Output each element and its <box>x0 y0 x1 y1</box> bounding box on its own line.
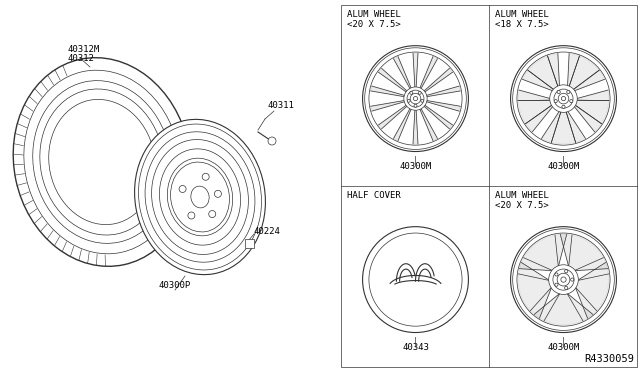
Circle shape <box>407 90 424 107</box>
Polygon shape <box>425 86 460 97</box>
Circle shape <box>553 269 574 290</box>
Polygon shape <box>413 108 418 144</box>
Ellipse shape <box>191 186 209 208</box>
Circle shape <box>561 96 566 101</box>
Text: 40312M: 40312M <box>68 45 100 54</box>
Polygon shape <box>425 100 460 111</box>
Circle shape <box>562 105 565 108</box>
Circle shape <box>550 85 577 112</box>
Circle shape <box>557 273 570 286</box>
Polygon shape <box>419 57 438 90</box>
Text: 40224: 40224 <box>254 227 281 236</box>
Polygon shape <box>522 54 559 92</box>
Circle shape <box>555 273 558 276</box>
Circle shape <box>363 46 468 151</box>
Text: 40312: 40312 <box>68 54 95 63</box>
Circle shape <box>407 99 410 102</box>
Polygon shape <box>560 234 607 271</box>
Bar <box>245 239 254 248</box>
Polygon shape <box>394 57 412 90</box>
Circle shape <box>410 93 420 104</box>
Circle shape <box>548 265 579 294</box>
Circle shape <box>558 93 569 104</box>
Polygon shape <box>519 234 567 271</box>
Ellipse shape <box>170 162 230 232</box>
Circle shape <box>268 137 276 145</box>
Polygon shape <box>419 107 438 141</box>
Circle shape <box>564 270 568 273</box>
Circle shape <box>554 100 557 103</box>
Polygon shape <box>394 107 412 141</box>
Circle shape <box>567 90 570 93</box>
Polygon shape <box>422 68 452 93</box>
Ellipse shape <box>134 119 266 275</box>
Text: 40300P: 40300P <box>159 281 191 290</box>
Circle shape <box>418 92 421 94</box>
Circle shape <box>202 173 209 180</box>
Polygon shape <box>378 68 408 93</box>
Polygon shape <box>518 90 554 132</box>
Text: 40300M: 40300M <box>399 162 431 171</box>
Circle shape <box>363 227 468 333</box>
Circle shape <box>209 211 216 218</box>
Circle shape <box>188 212 195 219</box>
Circle shape <box>214 190 221 197</box>
Circle shape <box>557 90 560 93</box>
Polygon shape <box>371 100 406 111</box>
Polygon shape <box>518 263 552 318</box>
Polygon shape <box>568 54 605 92</box>
Circle shape <box>421 99 424 102</box>
Polygon shape <box>573 90 609 132</box>
Text: 40300M: 40300M <box>547 162 580 171</box>
Circle shape <box>555 283 558 286</box>
Text: <18 X 7.5>: <18 X 7.5> <box>495 20 548 29</box>
Circle shape <box>511 46 616 151</box>
Circle shape <box>410 92 413 94</box>
Polygon shape <box>575 263 609 318</box>
Text: HALF COVER: HALF COVER <box>347 191 401 200</box>
Ellipse shape <box>49 99 156 225</box>
Text: ALUM WHEEL: ALUM WHEEL <box>347 10 401 19</box>
Text: 40300M: 40300M <box>547 343 580 352</box>
Circle shape <box>414 104 417 107</box>
Polygon shape <box>534 292 593 325</box>
Text: <20 X 7.5>: <20 X 7.5> <box>495 201 548 210</box>
Polygon shape <box>371 86 406 97</box>
Circle shape <box>511 227 616 333</box>
Text: ALUM WHEEL: ALUM WHEEL <box>495 191 548 200</box>
Polygon shape <box>378 104 408 129</box>
Polygon shape <box>422 104 452 129</box>
Text: <20 X 7.5>: <20 X 7.5> <box>347 20 401 29</box>
Circle shape <box>571 278 574 281</box>
Circle shape <box>554 89 573 108</box>
Circle shape <box>561 277 566 282</box>
Polygon shape <box>541 110 586 144</box>
Text: 40343: 40343 <box>402 343 429 352</box>
Text: R4330059: R4330059 <box>584 354 634 364</box>
Circle shape <box>404 87 427 110</box>
Circle shape <box>413 96 418 101</box>
Text: 40311: 40311 <box>268 101 295 110</box>
Circle shape <box>564 286 568 289</box>
Bar <box>341 5 637 367</box>
Circle shape <box>179 186 186 192</box>
Text: ALUM WHEEL: ALUM WHEEL <box>495 10 548 19</box>
Polygon shape <box>413 53 418 89</box>
Circle shape <box>570 100 573 103</box>
